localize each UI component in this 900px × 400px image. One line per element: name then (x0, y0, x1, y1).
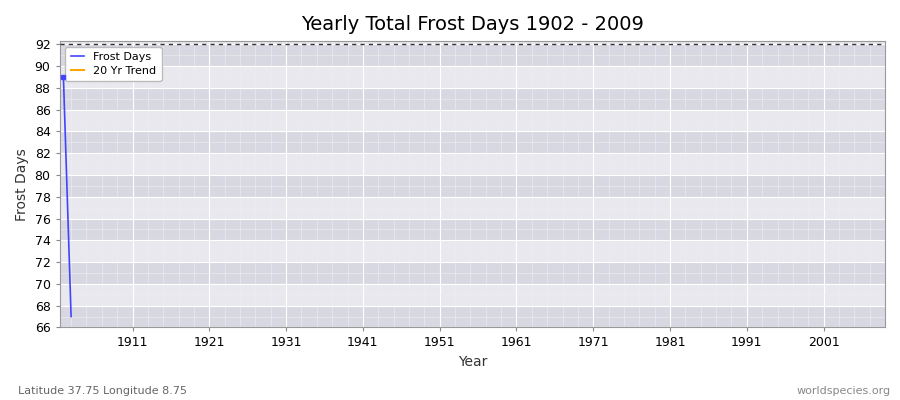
Bar (59, 132, 885, 153)
Bar (59, 306, 885, 328)
Bar (59, 240, 885, 262)
Text: Latitude 37.75 Longitude 8.75: Latitude 37.75 Longitude 8.75 (18, 386, 187, 396)
Bar (59, 44, 885, 66)
Bar (59, 284, 885, 306)
Bar (59, 197, 885, 218)
Bar (59, 110, 885, 132)
Bar (59, 88, 885, 110)
X-axis label: Year: Year (457, 355, 487, 369)
Y-axis label: Frost Days: Frost Days (15, 148, 29, 221)
Bar (59, 218, 885, 240)
Bar (59, 175, 885, 197)
Legend: Frost Days, 20 Yr Trend: Frost Days, 20 Yr Trend (65, 47, 162, 81)
Bar (59, 262, 885, 284)
Text: worldspecies.org: worldspecies.org (796, 386, 891, 396)
Bar (59, 66, 885, 88)
Bar (59, 153, 885, 175)
Title: Yearly Total Frost Days 1902 - 2009: Yearly Total Frost Days 1902 - 2009 (301, 15, 644, 34)
